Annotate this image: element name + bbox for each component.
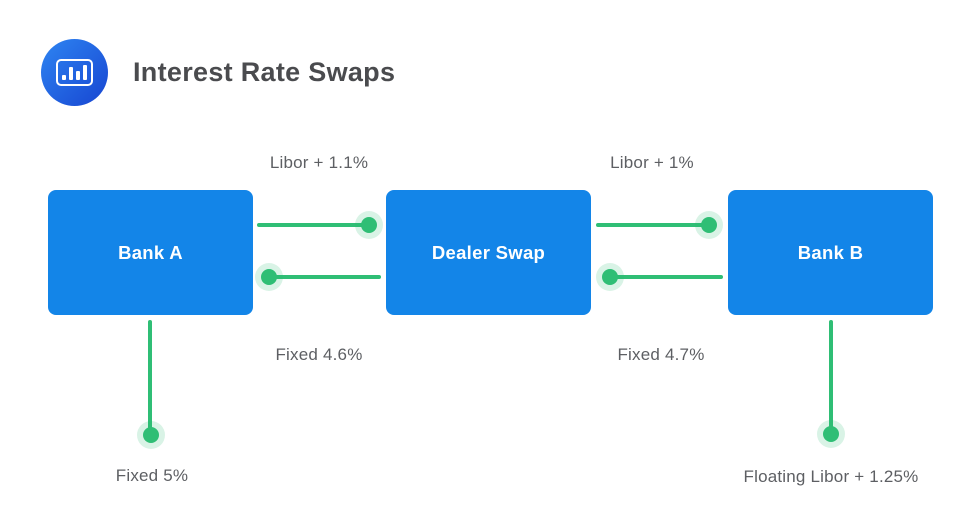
endpoint-dot (261, 269, 277, 285)
bar-chart-icon-bar (76, 71, 80, 80)
endpoint-dot (701, 217, 717, 233)
endpoint-dot (143, 427, 159, 443)
connector-bank-a-to-dealer-top (257, 223, 369, 227)
connector-dealer-to-bank-b-top (596, 223, 709, 227)
bar-chart-icon (41, 39, 108, 106)
endpoint-dot (823, 426, 839, 442)
connector-bank-b-to-dealer-bottom (610, 275, 723, 279)
edge-label-libor-bank-b: Libor + 1% (610, 153, 694, 172)
bar-chart-icon-bar (62, 75, 66, 80)
connector-bank-a-down (148, 320, 152, 436)
page-title: Interest Rate Swaps (133, 57, 396, 87)
endpoint-dot (361, 217, 377, 233)
endpoint-dot (602, 269, 618, 285)
node-bank-b-label: Bank B (797, 241, 864, 263)
node-bank-a-label: Bank A (118, 241, 183, 263)
node-bank-b: Bank B (728, 190, 933, 315)
bar-chart-icon-frame (56, 59, 93, 86)
node-dealer-swap-label: Dealer Swap (431, 241, 546, 263)
edge-label-bank-b-outflow: Floating Libor + 1.25% (743, 467, 919, 486)
edge-label-bank-a-outflow: Fixed 5% (115, 466, 189, 485)
bar-chart-icon-bar (83, 65, 87, 80)
node-bank-a: Bank A (48, 190, 253, 315)
bar-chart-icon-bar (69, 67, 73, 80)
node-dealer-swap: Dealer Swap (386, 190, 591, 315)
edge-label-fixed-bank-b: Fixed 4.7% (617, 345, 705, 364)
connector-dealer-to-bank-a-bottom (269, 275, 381, 279)
edge-label-fixed-bank-a: Fixed 4.6% (275, 345, 363, 364)
edge-label-libor-bank-a: Libor + 1.1% (269, 153, 369, 172)
connector-bank-b-down (829, 320, 833, 435)
